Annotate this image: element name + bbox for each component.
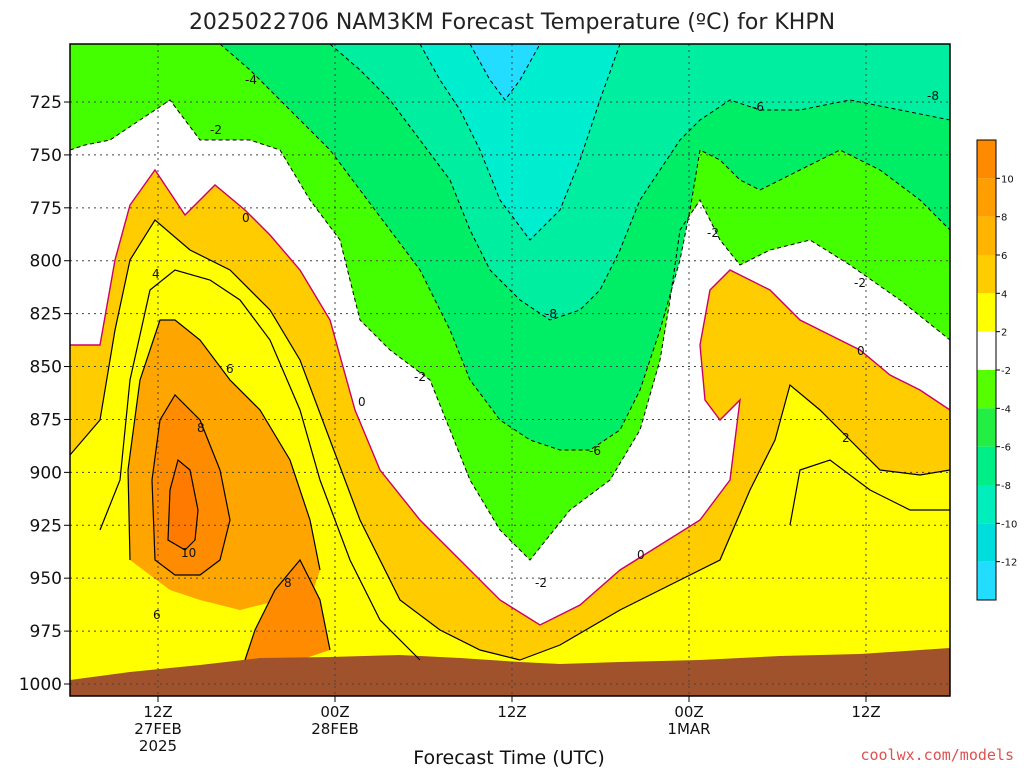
colorbar-segment <box>977 408 996 447</box>
colorbar-segment <box>977 561 996 600</box>
y-tick-label: 975 <box>30 622 62 642</box>
colorbar-label: 2 <box>1001 328 1007 339</box>
y-tick-label: 775 <box>30 199 62 219</box>
contour-label: 0 <box>242 211 250 225</box>
x-tick-label: 00Z <box>674 703 703 721</box>
y-tick-label: 900 <box>30 463 62 483</box>
y-tick-label: 925 <box>30 516 62 536</box>
x-tick-label: 2025 <box>139 737 177 755</box>
contour-label: 4 <box>152 267 160 281</box>
colorbar-segment <box>977 178 996 217</box>
colorbar-segment <box>977 255 996 294</box>
contour-label: -2 <box>854 276 866 290</box>
contour-label: -2 <box>535 576 547 590</box>
fill-deepcyan-core <box>470 44 540 100</box>
contour-label: 0 <box>857 344 865 358</box>
contour-label: -6 <box>589 444 601 458</box>
chart-title: 2025022706 NAM3KM Forecast Temperature (… <box>189 10 835 35</box>
credit-text: coolwx.com/models <box>860 746 1014 764</box>
contour-lines-positive <box>70 219 950 661</box>
colorbar-label: 10 <box>1001 174 1014 185</box>
colorbar-label: -2 <box>1001 366 1011 377</box>
contour-neg4 <box>219 44 950 451</box>
colorbar-label: -8 <box>1001 481 1011 492</box>
contour-labels: -4 -2 0 4 6 8 10 6 8 -2 0 -8 -2 -6 0 -2 … <box>152 73 939 622</box>
y-axis: 725 750 775 800 825 850 875 900 925 950 975 1000 <box>19 93 70 695</box>
gridlines <box>70 44 950 696</box>
colorbar-segment <box>977 523 996 562</box>
fill-yellow-right <box>520 385 950 696</box>
colorbar-segment <box>977 370 996 409</box>
contour-neg10 <box>469 44 541 101</box>
contour-label: -6 <box>752 100 764 114</box>
contour-label: 0 <box>637 548 645 562</box>
colorbar-segment <box>977 293 996 332</box>
colorbar-segment <box>977 331 996 370</box>
contour-neg8 <box>419 44 621 241</box>
contour-6 <box>127 319 321 571</box>
contour-label: -2 <box>707 226 719 240</box>
colorbar-segment <box>977 140 996 179</box>
x-tick-label: 12Z <box>497 703 526 721</box>
colorbar-label: -4 <box>1001 404 1011 415</box>
colorbar-segment <box>977 216 996 255</box>
colorbar-label: 6 <box>1001 251 1007 262</box>
contour-label: -8 <box>927 89 939 103</box>
y-tick-label: 725 <box>30 93 62 113</box>
contour-label: 6 <box>153 608 161 622</box>
contour-8 <box>151 394 231 576</box>
contour-label: -8 <box>545 307 557 321</box>
colorbar-label: 8 <box>1001 213 1007 224</box>
x-tick-label: 27FEB <box>134 720 181 738</box>
colorbar-segment <box>977 446 996 485</box>
contour-neg2 <box>70 99 950 561</box>
contour-8-lower <box>244 558 331 661</box>
colorbar-label: 4 <box>1001 289 1007 300</box>
contour-4-right <box>789 459 950 526</box>
contour-10 <box>167 458 199 551</box>
contour-label: 2 <box>842 431 850 445</box>
plot-frame <box>69 43 951 697</box>
x-tick-label: 12Z <box>851 703 880 721</box>
plot-area: -4 -2 0 4 6 8 10 6 8 -2 0 -8 -2 -6 0 -2 … <box>70 44 950 696</box>
colorbar-label: -6 <box>1001 443 1011 454</box>
fill-white-band <box>70 100 950 625</box>
contour-2-right <box>519 383 950 661</box>
contour-neg6 <box>329 44 950 321</box>
x-tick-label: 1MAR <box>667 720 710 738</box>
colorbar-label: -10 <box>1001 519 1017 530</box>
contour-lines-negative <box>70 44 950 561</box>
y-tick-label: 750 <box>30 146 62 166</box>
y-tick-label: 1000 <box>19 675 62 695</box>
fill-core-10 <box>168 460 198 550</box>
x-axis-label: Forecast Time (UTC) <box>413 747 604 768</box>
contour-label: 8 <box>284 576 292 590</box>
y-tick-label: 950 <box>30 569 62 589</box>
y-tick-label: 800 <box>30 252 62 272</box>
y-tick-label: 875 <box>30 410 62 430</box>
x-tick-label: 00Z <box>320 703 349 721</box>
colorbar: 10 8 6 4 2 -2 -4 -6 -8 -10 -12 <box>976 139 1017 601</box>
contour-label: -4 <box>245 73 257 87</box>
fill-deep-orange-2 <box>245 560 330 660</box>
contour-4 <box>99 269 421 661</box>
y-tick-label: 825 <box>30 305 62 325</box>
y-tick-label: 850 <box>30 358 62 378</box>
contour-label: -2 <box>210 123 222 137</box>
contour-2 <box>70 219 521 661</box>
x-tick-label: 12Z <box>143 703 172 721</box>
contour-label: 10 <box>181 546 196 560</box>
fill-cyan-core <box>420 44 620 240</box>
contour-label: -2 <box>414 370 426 384</box>
colorbar-segment <box>977 485 996 524</box>
contour-label: 0 <box>358 395 366 409</box>
contour-label: 6 <box>226 362 234 376</box>
colorbar-label: -12 <box>1001 558 1017 569</box>
x-tick-label: 28FEB <box>311 720 358 738</box>
contour-0 <box>70 168 950 626</box>
contour-label: 8 <box>197 421 205 435</box>
